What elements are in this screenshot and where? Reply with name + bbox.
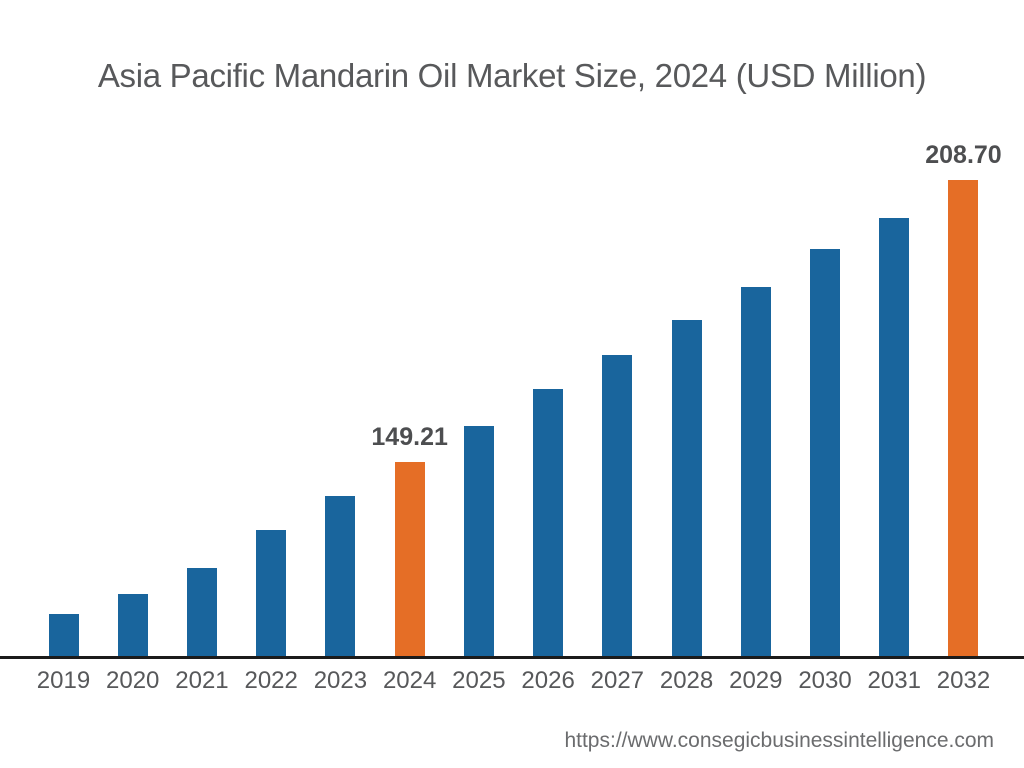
x-tick-2023: 2023 xyxy=(313,667,368,694)
x-tick-2032: 2032 xyxy=(936,667,991,694)
bar-2025 xyxy=(463,426,494,656)
x-tick-2020: 2020 xyxy=(106,667,160,694)
bar-2022 xyxy=(256,530,287,656)
bar-2024 xyxy=(394,462,425,656)
x-tick-2030: 2030 xyxy=(798,667,852,694)
x-tick-2022: 2022 xyxy=(244,667,298,694)
x-tick-2024: 2024 xyxy=(382,667,437,694)
bar-2026 xyxy=(533,389,564,656)
bar-2027 xyxy=(602,355,633,656)
bar-2023 xyxy=(325,496,356,656)
x-tick-2031: 2031 xyxy=(867,667,921,694)
x-tick-2025: 2025 xyxy=(452,667,506,694)
bar-2031 xyxy=(879,218,910,656)
bar-2029 xyxy=(740,287,771,656)
bar-2021 xyxy=(186,568,217,656)
x-axis-line xyxy=(0,656,1024,659)
x-tick-2021: 2021 xyxy=(175,667,229,694)
bar-2032 xyxy=(948,180,979,656)
x-tick-2028: 2028 xyxy=(659,667,714,694)
x-tick-2026: 2026 xyxy=(521,667,575,694)
bar-2028 xyxy=(671,320,702,656)
x-tick-2029: 2029 xyxy=(729,667,783,694)
chart-title: Asia Pacific Mandarin Oil Market Size, 2… xyxy=(97,57,927,94)
bar-2030 xyxy=(810,249,841,656)
x-tick-2027: 2027 xyxy=(590,667,645,694)
x-tick-2019: 2019 xyxy=(36,667,91,694)
source-url-link[interactable]: https://www.consegicbusinessintelligence… xyxy=(564,729,994,752)
value-label-2032: 208.70 xyxy=(925,141,1002,169)
bar-2020 xyxy=(117,594,148,656)
bar-2019 xyxy=(48,614,79,656)
value-label-2024: 149.21 xyxy=(371,423,448,451)
